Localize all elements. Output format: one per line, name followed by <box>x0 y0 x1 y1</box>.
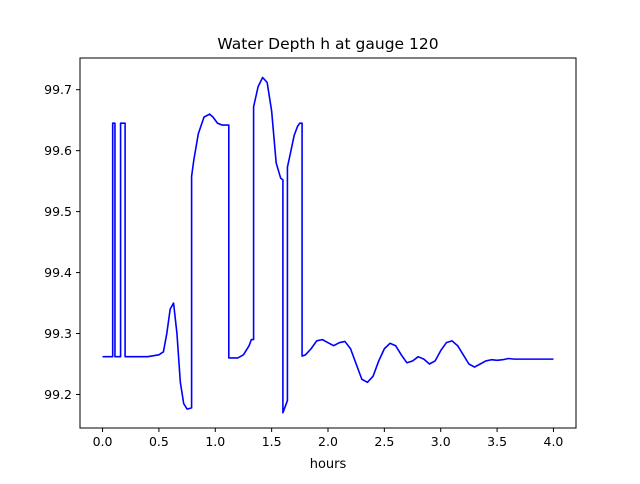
x-tick-label: 3.0 <box>431 434 451 449</box>
x-axis-label: hours <box>310 457 347 472</box>
series-line <box>102 76 554 414</box>
x-tick-label: 3.5 <box>487 434 507 449</box>
y-tick-label: 99.4 <box>44 265 72 280</box>
x-tick-label: 0.5 <box>149 434 169 449</box>
x-tick-label: 2.5 <box>374 434 394 449</box>
y-tick-label: 99.6 <box>44 143 72 158</box>
x-tick-label: 1.5 <box>262 434 282 449</box>
y-axis-ticks: 99.2 99.3 99.4 99.5 99.6 99.7 <box>44 82 80 402</box>
y-tick-label: 99.3 <box>44 326 72 341</box>
series-layer <box>102 76 554 414</box>
x-tick-label: 2.0 <box>318 434 338 449</box>
y-tick-label: 99.2 <box>44 387 72 402</box>
x-tick-label: 1.0 <box>205 434 225 449</box>
y-tick-label: 99.7 <box>44 82 72 97</box>
plot-frame <box>79 57 577 429</box>
x-tick-label: 0.0 <box>93 434 113 449</box>
x-tick-label: 4.0 <box>544 434 564 449</box>
x-axis-ticks: 0.0 0.5 1.0 1.5 2.0 2.5 3.0 3.5 4.0 <box>93 428 564 449</box>
y-tick-label: 99.5 <box>44 204 72 219</box>
chart-title: Water Depth h at gauge 120 <box>217 35 438 53</box>
